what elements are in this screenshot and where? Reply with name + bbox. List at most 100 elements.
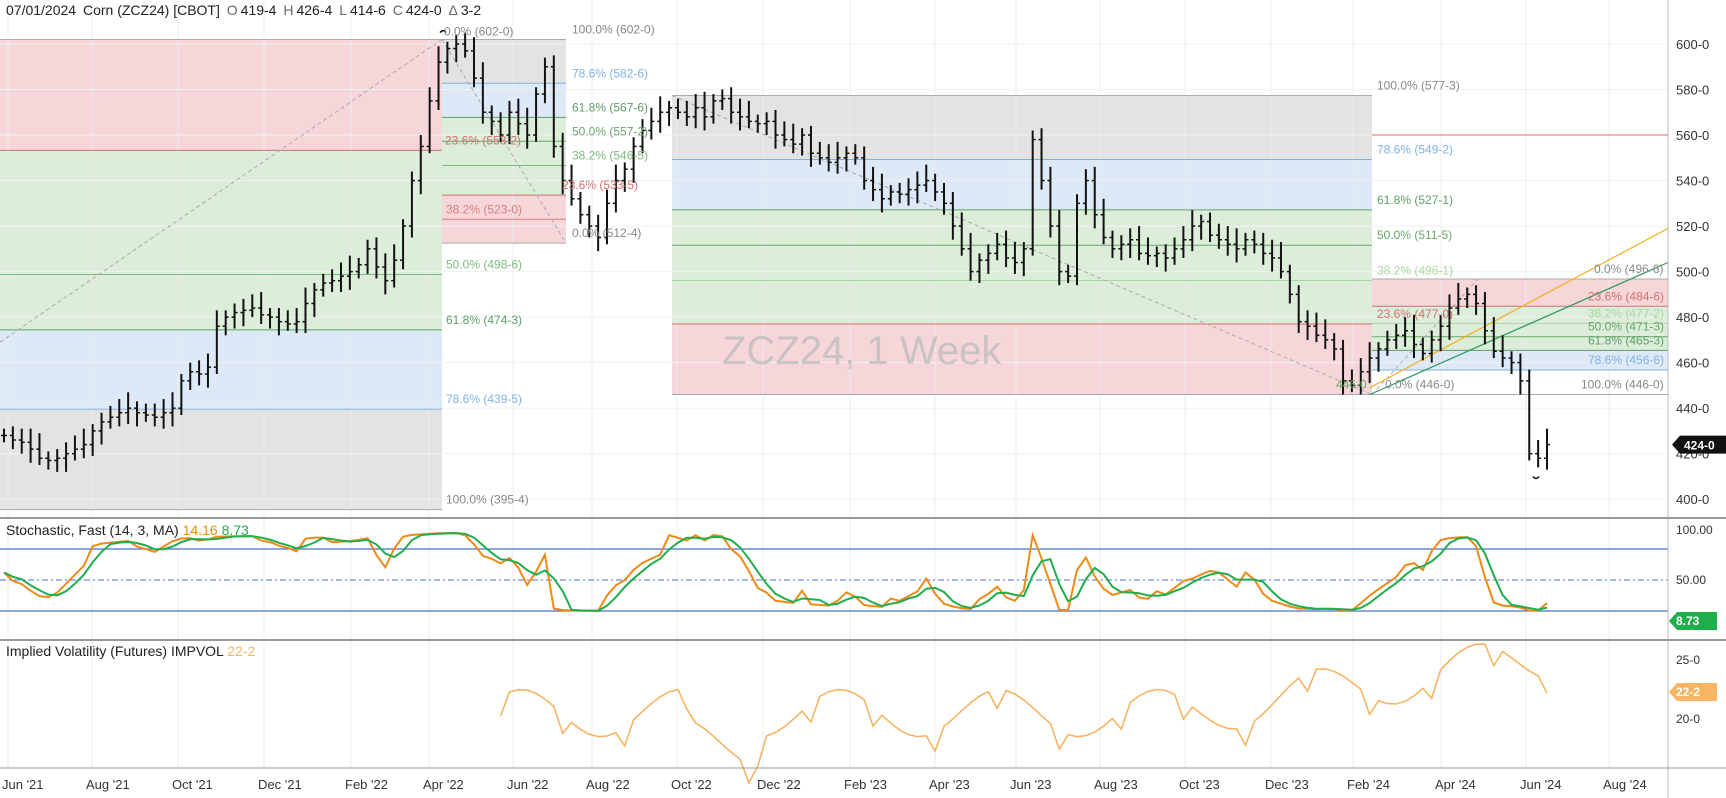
price-bar [1419, 337, 1426, 361]
price-bar [1038, 128, 1045, 190]
stoch-tag-text: 8.73 [1676, 614, 1700, 628]
price-bar [1526, 369, 1533, 461]
price-bar [843, 146, 850, 172]
fib-label: 100.0% (395-4) [446, 493, 529, 507]
fib-label: 61.8% (465-3) [1588, 333, 1664, 347]
fib-label: 78.6% (549-2) [1377, 143, 1453, 157]
price-bar [1144, 237, 1151, 265]
price-bar [657, 96, 664, 133]
stoch-value-tag: 8.73 [1669, 612, 1717, 630]
price-bar [1331, 333, 1338, 361]
stoch-tag-bg [1669, 612, 1717, 630]
price-bar [1446, 294, 1453, 340]
fibonacci-zones [0, 39, 1668, 510]
price-bar [204, 353, 211, 388]
price-bar [222, 310, 229, 336]
price-bar [506, 100, 513, 145]
price-bar [178, 374, 185, 415]
price-bar [1455, 282, 1462, 315]
x-tick-label: Feb '22 [345, 777, 388, 792]
trend-lines [0, 39, 1669, 396]
x-tick-label: Aug '24 [1603, 777, 1647, 792]
price-bar [1277, 242, 1284, 279]
header-change: 3-2 [460, 2, 482, 18]
last-price-tag: 424-0 [1672, 435, 1726, 454]
x-tick-label: Dec '23 [1265, 777, 1309, 792]
price-bar [1180, 226, 1187, 258]
x-tick-label: Feb '24 [1347, 777, 1390, 792]
x-tick-label: Feb '23 [844, 777, 887, 792]
price-bar [719, 89, 726, 111]
price-bar [683, 100, 690, 126]
price-bar [870, 166, 877, 202]
ivol-title: Implied Volatility (Futures) IMPVOL [6, 643, 224, 659]
price-bar [994, 232, 1001, 261]
fib-label: 50.0% (471-3) [1588, 320, 1664, 334]
stochastic-k-value: 14.16 [182, 522, 218, 538]
price-bar [1, 428, 7, 443]
x-tick-label: Jun '24 [1520, 777, 1562, 792]
fib-label: 0.0% (602-0) [444, 24, 513, 38]
fib-label: 38.2% (523-0) [446, 202, 522, 216]
implied-volatility-panel: 25-0 20-0 22-2 [499, 643, 1717, 785]
price-bar [213, 310, 220, 375]
ivol-value: 22-2 [227, 643, 256, 659]
fib-zone-blue [672, 159, 1372, 210]
x-tick-label: Aug '22 [586, 777, 630, 792]
price-bar [98, 412, 105, 445]
x-tick-label: Apr '22 [423, 777, 464, 792]
price-bar [1393, 323, 1400, 349]
ivol-tick-label: 20-0 [1676, 712, 1700, 726]
price-bar [1118, 235, 1125, 261]
price-bar [1490, 317, 1497, 359]
fib-label: 61.8% (474-3) [446, 313, 522, 327]
price-bar [1171, 237, 1178, 265]
x-tick-label: Oct '22 [671, 777, 712, 792]
price-bar [648, 107, 655, 140]
price-bar [267, 308, 274, 329]
price-bar [435, 46, 442, 111]
ivol-value-tag: 22-2 [1669, 683, 1717, 701]
price-bar [240, 298, 247, 327]
price-bar [1082, 169, 1089, 215]
price-bar [1260, 232, 1267, 265]
ivol-line [499, 643, 1548, 785]
stoch-d-line [3, 532, 1548, 612]
price-bar [284, 310, 291, 331]
fib-label: 446-0 [1336, 378, 1367, 392]
fib-label: 100.0% (446-0) [1581, 378, 1664, 392]
fib-zone-green [1372, 306, 1668, 324]
fib-label: 23.6% (484-6) [1588, 289, 1664, 303]
trend-line-green [1369, 261, 1669, 396]
price-bar [1428, 330, 1435, 363]
price-bar [125, 392, 132, 425]
price-bar [692, 94, 699, 129]
price-tick-label: 540-0 [1676, 174, 1709, 189]
price-bar [630, 137, 637, 183]
price-bar [949, 191, 956, 240]
stochastic-d-value: 8.73 [221, 522, 249, 538]
fib-label: 78.6% (439-5) [446, 392, 522, 406]
price-bar [905, 178, 912, 206]
price-bar [258, 292, 265, 324]
price-bar [559, 132, 566, 195]
price-bar [346, 255, 353, 290]
price-bar [497, 112, 504, 142]
price-bar [45, 451, 52, 470]
price-bar [639, 119, 646, 154]
price-bar [1215, 223, 1222, 249]
fib-label: 38.2% (477-2) [1588, 306, 1664, 320]
price-bar [1242, 232, 1249, 256]
fib-label: 61.8% (527-1) [1377, 193, 1453, 207]
price-bar [1153, 246, 1160, 268]
price-bar [107, 405, 114, 429]
price-bar [985, 244, 992, 274]
swing-low-marker [1532, 475, 1540, 480]
stochastic-label: Stochastic, Fast (14, 3, MA) 14.16 8.73 [6, 522, 249, 538]
price-bar [1340, 339, 1347, 395]
price-bar [1011, 242, 1018, 274]
price-bar [1003, 230, 1010, 268]
fib-label: 50.0% (557-2) [572, 124, 648, 138]
x-tick-label: Dec '21 [258, 777, 302, 792]
